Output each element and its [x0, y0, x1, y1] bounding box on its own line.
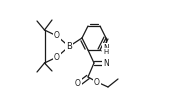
Text: B: B — [66, 42, 72, 51]
Text: H: H — [104, 50, 109, 56]
Text: N: N — [103, 58, 109, 68]
Text: O: O — [54, 52, 60, 62]
Text: O: O — [54, 32, 60, 40]
Text: O: O — [94, 78, 100, 87]
Text: O: O — [75, 79, 80, 88]
Text: N: N — [104, 44, 109, 53]
